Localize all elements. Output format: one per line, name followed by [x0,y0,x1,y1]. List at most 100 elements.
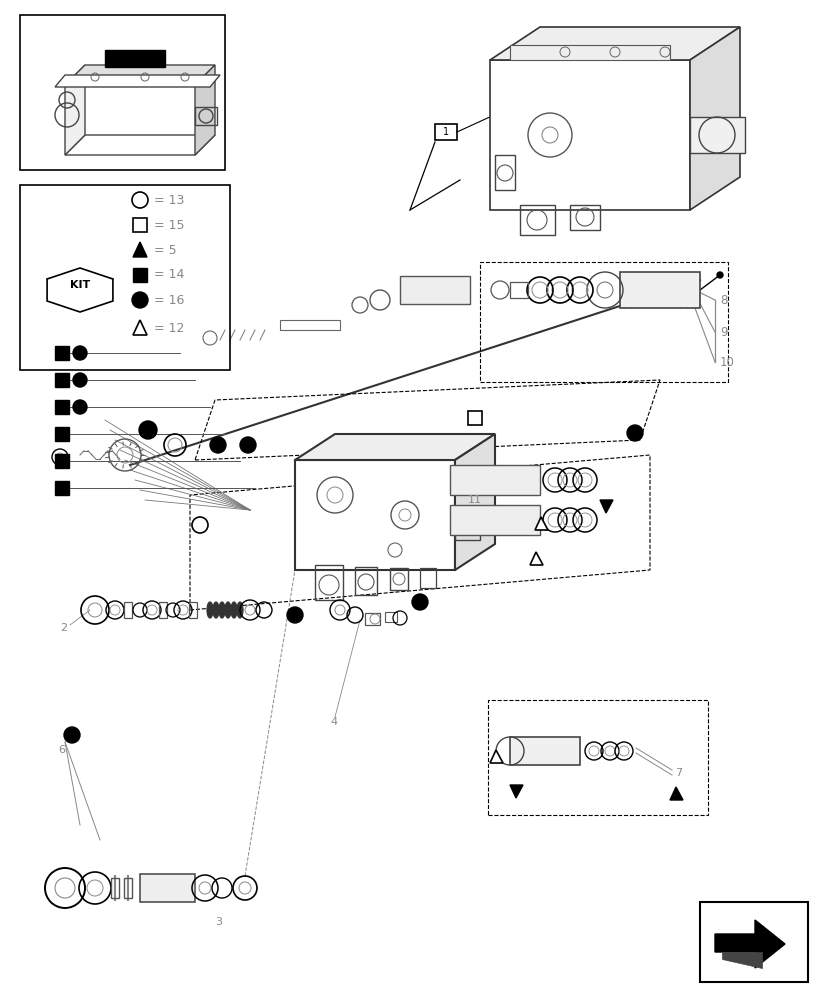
Text: 8: 8 [719,294,726,306]
Text: 2: 2 [60,623,67,633]
Polygon shape [455,434,495,570]
Bar [519,205,554,235]
Ellipse shape [213,602,218,618]
Bar [509,737,579,765]
Text: 6: 6 [58,745,65,755]
Ellipse shape [225,602,231,618]
Text: = 12: = 12 [154,322,184,334]
Polygon shape [105,50,165,67]
Bar [195,107,217,125]
Bar [449,465,539,495]
Polygon shape [534,517,547,530]
Bar [619,272,699,308]
Polygon shape [294,460,455,570]
Ellipse shape [207,602,213,618]
Bar [467,411,481,425]
Polygon shape [65,135,215,155]
Bar [124,878,131,898]
Bar [480,262,727,382]
Text: = 14: = 14 [154,268,184,282]
Bar [55,481,69,495]
Circle shape [192,517,208,533]
Polygon shape [133,320,147,335]
Text: 1: 1 [442,127,448,137]
Circle shape [626,425,643,441]
Circle shape [287,607,303,623]
Text: = 15: = 15 [154,219,184,232]
Polygon shape [55,75,220,87]
Bar [455,520,480,540]
Circle shape [131,292,148,308]
Bar [133,218,147,232]
Bar [495,155,514,190]
Text: 7: 7 [674,768,681,778]
Bar [55,427,69,441]
Ellipse shape [218,602,225,618]
Bar [133,268,147,282]
Bar [140,874,195,902]
Polygon shape [65,65,85,155]
Bar [509,45,669,60]
Bar [55,346,69,360]
Bar [385,612,396,622]
Bar [434,124,457,140]
Ellipse shape [237,602,242,618]
Ellipse shape [231,602,237,618]
Polygon shape [689,27,739,210]
Bar [55,454,69,468]
Bar [189,602,197,618]
Text: 4: 4 [330,717,337,727]
Bar [449,505,539,535]
Text: 10: 10 [719,356,734,368]
Bar [55,400,69,414]
Circle shape [240,437,256,453]
Polygon shape [600,500,612,513]
Polygon shape [509,785,523,798]
Text: 9: 9 [719,326,727,338]
Bar [314,565,342,600]
Polygon shape [65,65,215,85]
Bar [390,568,408,590]
Polygon shape [490,60,689,210]
Polygon shape [490,750,502,763]
Circle shape [412,594,428,610]
Circle shape [64,727,80,743]
Bar [159,602,167,618]
Polygon shape [47,268,112,312]
Circle shape [73,346,87,360]
Bar [111,878,119,898]
Bar [20,185,230,370]
Text: = 16: = 16 [154,294,184,306]
Bar [509,282,528,298]
Polygon shape [294,434,495,460]
Polygon shape [133,242,147,257]
Bar [689,117,744,153]
Text: 11: 11 [467,495,481,505]
Polygon shape [529,552,543,565]
Circle shape [73,373,87,387]
Polygon shape [715,920,784,968]
Polygon shape [490,27,739,60]
Text: 3: 3 [215,917,222,927]
Circle shape [139,421,157,439]
Bar [487,700,707,815]
Polygon shape [195,65,215,155]
Circle shape [716,272,722,278]
Bar [399,276,470,304]
Text: KIT: KIT [69,280,90,290]
Bar [280,320,340,330]
Bar [55,373,69,387]
Bar [419,568,436,588]
Bar [124,602,131,618]
Circle shape [73,400,87,414]
Bar [569,205,600,230]
Polygon shape [721,952,761,968]
Polygon shape [669,787,682,800]
Bar [365,613,380,625]
Bar [355,567,376,595]
Text: = 13: = 13 [154,194,184,207]
Bar [20,15,225,170]
Bar [699,902,807,982]
Text: = 5: = 5 [154,243,176,256]
Circle shape [210,437,226,453]
